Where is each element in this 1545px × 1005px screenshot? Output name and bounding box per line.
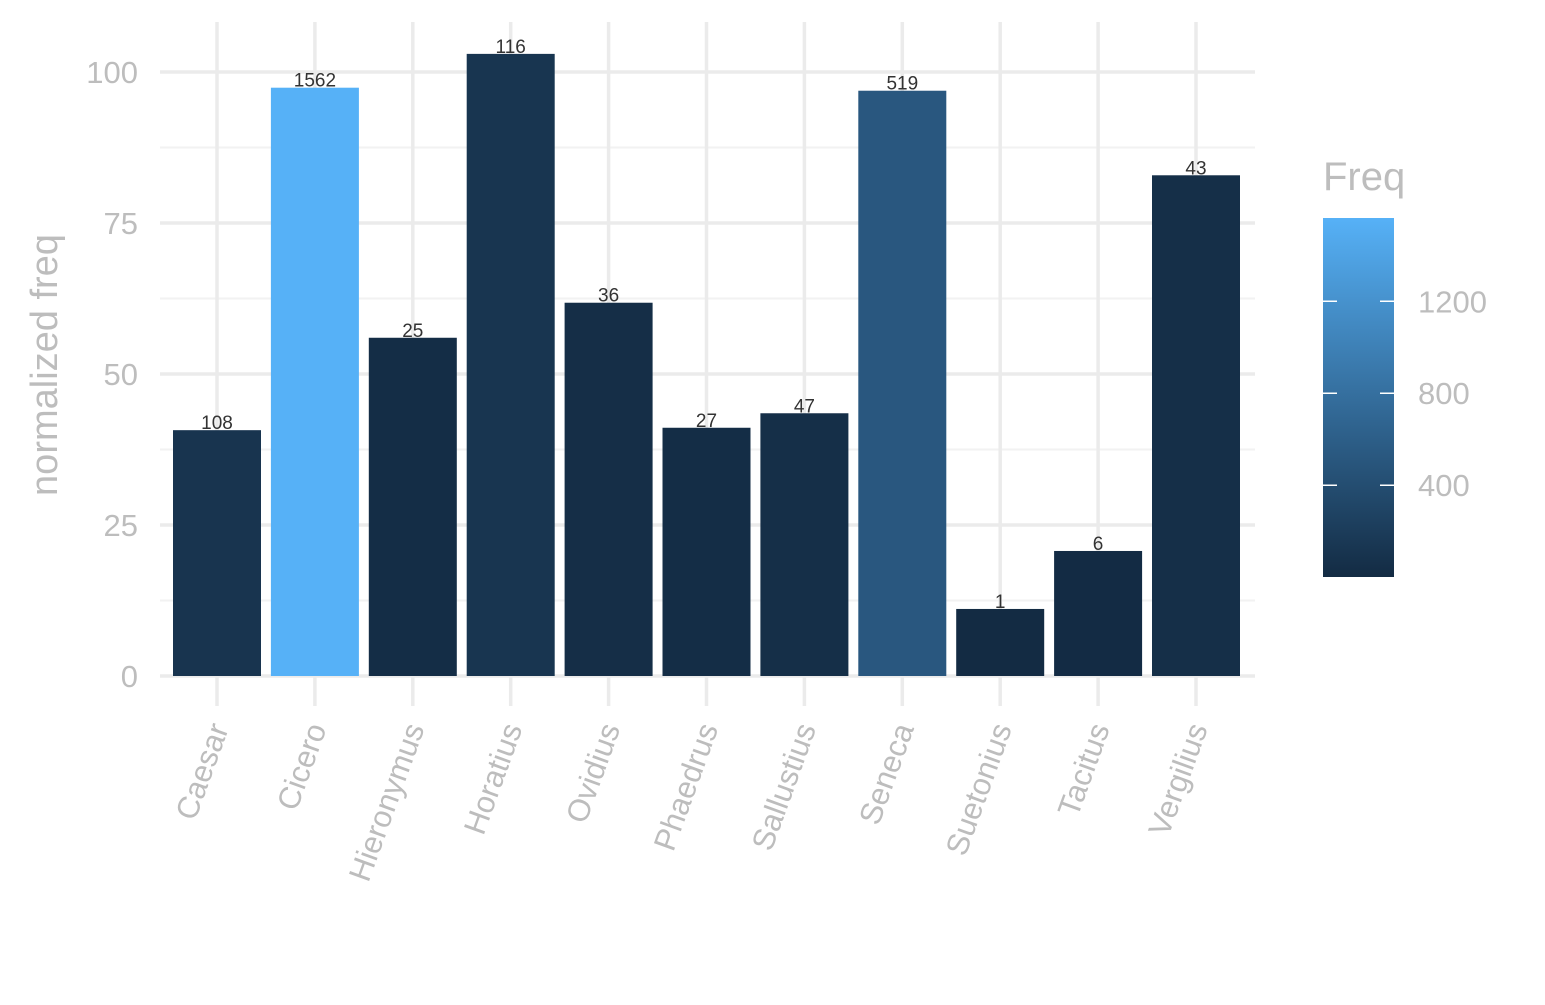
y-tick-label: 50 — [104, 357, 138, 392]
x-tick-label: Suetonius — [939, 718, 1019, 860]
x-axis: Caesar Cicero Hieronymus Horatius Ovidius Pha… — [169, 718, 1215, 886]
legend-tick-label: 400 — [1418, 468, 1470, 503]
y-tick-label: 100 — [86, 55, 138, 90]
bar-label: 1 — [995, 592, 1006, 613]
x-tick-label: Hieronymus — [342, 718, 431, 885]
bars — [173, 53, 1240, 677]
legend-tick-label: 800 — [1418, 376, 1470, 411]
legend-colorbar — [1323, 218, 1394, 577]
x-tick-label: Tacitus — [1051, 718, 1117, 821]
x-tick-label: Ovidius — [559, 718, 627, 827]
bar-label: 1562 — [294, 71, 336, 92]
legend: Freq 400 800 1200 — [1323, 155, 1487, 577]
bar-hieronymus — [368, 337, 457, 676]
bar-vergilius — [1152, 175, 1240, 676]
bar-cicero — [270, 87, 359, 677]
x-tick-label: Cicero — [270, 718, 334, 814]
y-axis: 0 25 50 75 100 — [86, 55, 138, 694]
bar-label: 43 — [1185, 158, 1206, 179]
bar-suetonius — [956, 608, 1045, 676]
legend-tick-label: 1200 — [1418, 284, 1487, 319]
bar-horatius — [466, 53, 555, 676]
x-tick-label: Horatius — [457, 718, 529, 838]
bar-labels: 108 1562 25 116 36 27 47 519 1 6 43 — [201, 37, 1206, 613]
bar-label: 519 — [886, 74, 918, 95]
bar-label: 116 — [496, 37, 526, 58]
bar-tacitus — [1054, 550, 1143, 676]
bar-caesar — [173, 430, 261, 676]
x-tick-label: Sallustius — [745, 718, 823, 855]
bar-label: 25 — [402, 321, 423, 342]
bar-label: 47 — [794, 396, 815, 417]
legend-title: Freq — [1323, 155, 1405, 199]
bar-label: 27 — [696, 411, 717, 432]
y-axis-title: normalized freq — [24, 234, 66, 496]
x-tick-label: Caesar — [169, 718, 236, 824]
y-tick-label: 75 — [104, 206, 138, 241]
bar-phaedrus — [662, 427, 751, 676]
bar-seneca — [858, 90, 947, 676]
x-tick-label: Seneca — [852, 718, 921, 829]
y-tick-label: 0 — [121, 659, 138, 694]
bar-label: 36 — [598, 286, 619, 307]
x-tick-label: Vergilius — [1142, 718, 1215, 840]
y-tick-label: 25 — [104, 508, 138, 543]
bar-sallustius — [760, 413, 849, 676]
x-tick-label: Phaedrus — [647, 718, 725, 855]
bar-ovidius — [564, 302, 653, 676]
bar-label: 6 — [1093, 534, 1104, 555]
bar-label: 108 — [201, 413, 233, 434]
